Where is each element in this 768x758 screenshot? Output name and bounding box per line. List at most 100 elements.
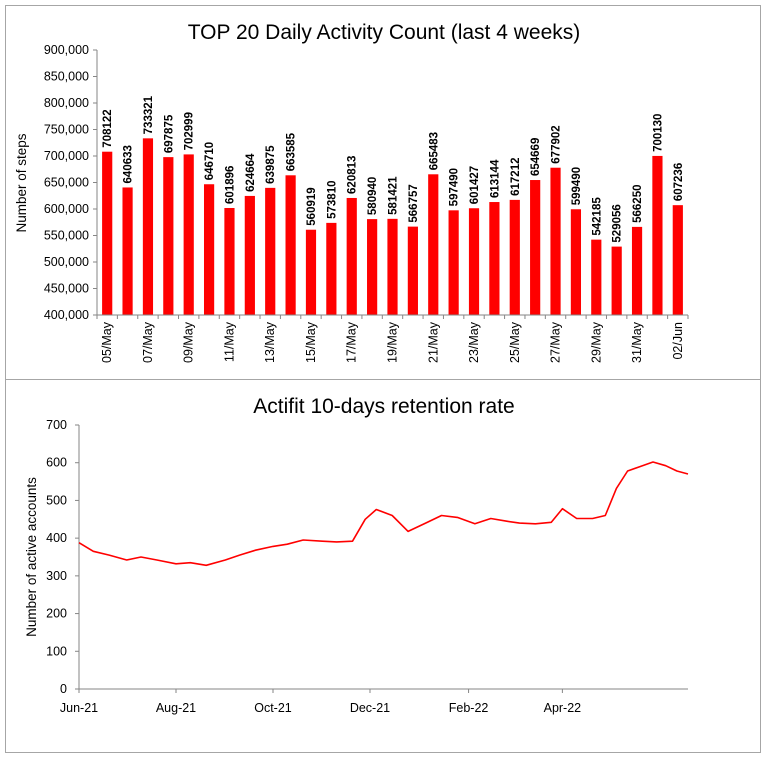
bar [142,138,154,315]
bar [305,229,317,315]
bar [448,210,459,315]
bar-data-label: 702999 [184,112,196,150]
bar [652,155,663,315]
bar-data-label: 566250 [632,185,644,223]
bar-data-label: 601427 [469,166,481,204]
retention-line [78,461,689,567]
bar [468,208,480,315]
line-chart-y-tick-label: 0 [60,682,67,696]
bar [428,174,439,315]
bar-chart-x-tick-label: 07/May [141,321,155,363]
bar-chart-y-tick-label: 500,000 [44,255,89,269]
bar-data-label: 560919 [306,187,318,225]
bar-chart-x-tick-label: 29/May [589,321,603,363]
bar-chart-y-tick-label: 900,000 [44,43,89,57]
bar [570,209,582,315]
bar [407,226,418,315]
bar [367,219,378,315]
bar-chart-y-tick-label: 400,000 [44,308,89,322]
bar-data-label: 599490 [571,167,583,205]
bar [102,151,113,315]
bar-chart-x-tick-label: 02/Jun [671,322,685,360]
bar-chart-x-tick-label: 09/May [182,321,196,363]
bar-data-label: 607236 [673,163,685,201]
line-chart-x-tick-label: Jun-21 [60,701,98,715]
line-chart-x-tick-label: Aug-21 [156,701,196,715]
bar-chart-x-tick-label: 21/May [426,321,440,363]
bar [530,180,541,315]
bar-data-label: 617212 [510,158,522,196]
line-chart-y-tick-label: 700 [46,418,67,432]
bar-data-label: 620813 [347,156,359,194]
bar-data-label: 581421 [388,176,400,215]
line-chart-y-tick-label: 300 [46,569,67,583]
line-chart-x-tick-label: Apr-22 [544,701,582,715]
bar-data-label: 580940 [367,177,379,215]
bar-chart: TOP 20 Daily Activity Count (last 4 week… [14,21,689,363]
bar-data-label: 654669 [530,138,542,176]
line-chart-y-tick-label: 400 [46,531,67,545]
bar-chart-x-tick-label: 13/May [263,321,277,363]
line-chart-y-axis-label: Number of active accounts [24,477,39,637]
bar [346,197,357,315]
bar [672,205,683,315]
bar-data-label: 708122 [102,109,114,147]
line-chart-y-tick-label: 500 [46,493,67,507]
bar [203,184,215,315]
bar-chart-y-tick-label: 700,000 [44,149,89,163]
bar-chart-y-tick-label: 750,000 [44,123,89,137]
bar-chart-x-tick-label: 23/May [467,321,481,363]
bar [183,154,194,315]
bar-data-label: 624664 [245,153,257,192]
bar-data-label: 665483 [428,132,440,170]
bar-chart-x-tick-label: 25/May [508,321,522,363]
bar-chart-x-tick-label: 15/May [304,321,318,363]
bar [387,218,398,315]
bar [224,207,235,315]
bar-chart-y-tick-label: 850,000 [44,70,89,84]
bar-chart-x-tick-label: 17/May [345,321,359,363]
bar-data-label: 529056 [612,204,624,242]
bar [509,199,520,315]
bar [550,167,561,315]
line-chart-x-tick-label: Feb-22 [449,701,489,715]
bar-data-label: 640633 [123,145,135,183]
bar-data-label: 613144 [489,159,501,198]
bar-data-label: 700130 [652,114,664,152]
line-chart-y-tick-label: 600 [46,456,67,470]
bar-data-label: 566757 [408,184,420,222]
bar-data-label: 542185 [591,197,603,236]
bar-chart-title: TOP 20 Daily Activity Count (last 4 week… [188,21,581,44]
bar [163,157,174,315]
bar-data-label: 733321 [143,95,155,134]
line-chart-y-tick-label: 200 [46,607,67,621]
bar [611,246,622,315]
panel-divider [5,379,761,380]
bar-chart-y-axis-label: Number of steps [14,133,29,232]
bar [244,195,255,315]
bar-data-label: 639875 [265,145,277,184]
line-chart-y-tick-label: 100 [46,644,67,658]
bar [265,187,276,315]
bar-chart-x-tick-label: 19/May [386,321,400,363]
bar [122,187,133,315]
bar-chart-x-tick-label: 31/May [630,321,644,363]
bar [631,226,643,315]
bar-data-label: 646710 [204,142,216,180]
bar-data-label: 573810 [326,181,338,219]
bar-chart-x-tick-label: 27/May [549,321,563,363]
bar-chart-y-tick-label: 800,000 [44,96,89,110]
bar-data-label: 697875 [163,114,175,153]
bar-chart-y-tick-label: 550,000 [44,229,89,243]
bar-chart-y-tick-label: 600,000 [44,202,89,216]
bar [285,175,296,315]
line-chart-title: Actifit 10-days retention rate [253,395,514,418]
bar-chart-y-tick-label: 650,000 [44,176,89,190]
bar-chart-x-tick-label: 11/May [222,321,236,362]
bar-chart-x-tick-label: 05/May [100,321,114,363]
bar [326,222,337,315]
bar [591,239,602,315]
bar-data-label: 663585 [286,132,298,171]
line-chart-x-tick-label: Dec-21 [350,701,390,715]
